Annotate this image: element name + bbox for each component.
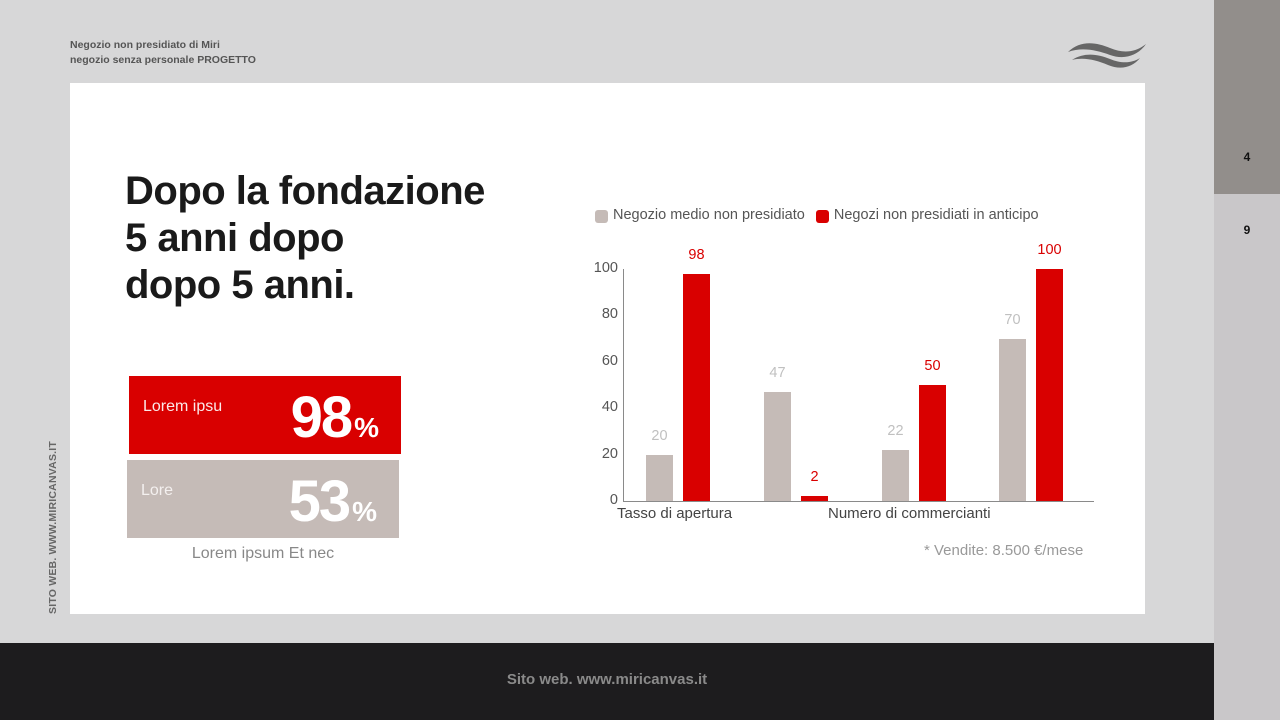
legend-label: Negozi non presidiati in anticipo <box>833 207 1039 223</box>
x-category-label: Tasso di apertura <box>617 505 733 522</box>
bar-average <box>882 449 909 501</box>
header-line-1: Negozio non presidiato di Miri <box>70 39 220 51</box>
legend-item-average: Negozio medio non presidiato <box>595 207 805 223</box>
bar-average <box>646 454 673 501</box>
chart-footnote: * Vendite: 8.500 €/mese <box>924 542 1084 559</box>
title-line-1: Dopo la fondazione <box>125 169 485 213</box>
stat-value: 98% <box>291 384 379 451</box>
bar-average <box>764 391 791 501</box>
x-category-label: Numero di commercianti <box>828 505 991 522</box>
y-tick-label: 60 <box>601 352 618 369</box>
slide-title: Dopo la fondazione 5 anni dopo dopo 5 an… <box>125 168 485 309</box>
bar-value-label: 2 <box>810 469 819 486</box>
bar-average <box>999 338 1026 501</box>
stat-label: Lore <box>141 482 174 499</box>
wave-logo-icon <box>1068 43 1146 68</box>
y-tick-label: 0 <box>609 492 618 508</box>
stats-caption: Lorem ipsum Et nec <box>191 545 335 562</box>
footer-website-text: Sito web. www.miricanvas.it <box>506 671 708 688</box>
bar-early <box>919 385 946 501</box>
legend-swatch-icon <box>595 210 608 223</box>
legend-swatch-icon <box>815 210 829 223</box>
y-axis <box>623 269 624 502</box>
side-website-text: SITO WEB. WWW.MIRICANVAS.IT <box>47 440 59 614</box>
stat-number: 53 <box>288 469 351 534</box>
bar-value-label: 100 <box>1037 242 1062 258</box>
y-tick-label: 20 <box>601 445 618 462</box>
header-line-2: negozio senza personale PROGETTO <box>70 54 256 66</box>
stat-unit: % <box>354 412 379 443</box>
rail-page-4[interactable]: 4 <box>1243 150 1251 164</box>
stat-number: 98 <box>290 385 353 450</box>
rail-active-section[interactable] <box>1214 0 1280 194</box>
stat-label: Lorem ipsu <box>143 398 223 415</box>
bar-early <box>1036 269 1063 501</box>
rail-page-9[interactable]: 9 <box>1243 223 1251 237</box>
bar-value-label: 70 <box>1004 311 1021 328</box>
stat-box-primary: Lorem ipsu 98% <box>129 376 401 454</box>
stat-box-secondary: Lore 53% <box>127 460 399 538</box>
title-line-3: dopo 5 anni. <box>125 263 355 307</box>
bar-value-label: 98 <box>688 246 705 263</box>
bar-value-label: 22 <box>887 422 904 439</box>
bar-value-label: 47 <box>769 364 786 381</box>
stat-unit: % <box>352 496 377 527</box>
y-tick-label: 40 <box>601 399 618 416</box>
legend-label: Negozio medio non presidiato <box>613 207 805 223</box>
title-line-2: 5 anni dopo <box>125 216 344 260</box>
bar-value-label: 20 <box>651 427 668 444</box>
y-tick-label: 80 <box>601 306 618 323</box>
bar-early <box>683 273 710 501</box>
x-axis <box>623 501 1094 502</box>
bar-early <box>801 496 828 501</box>
stat-value: 53% <box>289 468 377 535</box>
legend-item-early: Negozi non presidiati in anticipo <box>815 207 1039 223</box>
right-page-rail: 4 9 <box>1214 0 1280 720</box>
footer-bar: Sito web. www.miricanvas.it <box>0 643 1214 720</box>
chart-legend: Negozio medio non presidiato Negozi non … <box>595 207 1050 223</box>
bar-value-label: 50 <box>924 358 941 374</box>
header-subtitle: Negozio non presidiato di Miri negozio s… <box>70 38 256 68</box>
y-tick-label: 100 <box>593 260 618 276</box>
